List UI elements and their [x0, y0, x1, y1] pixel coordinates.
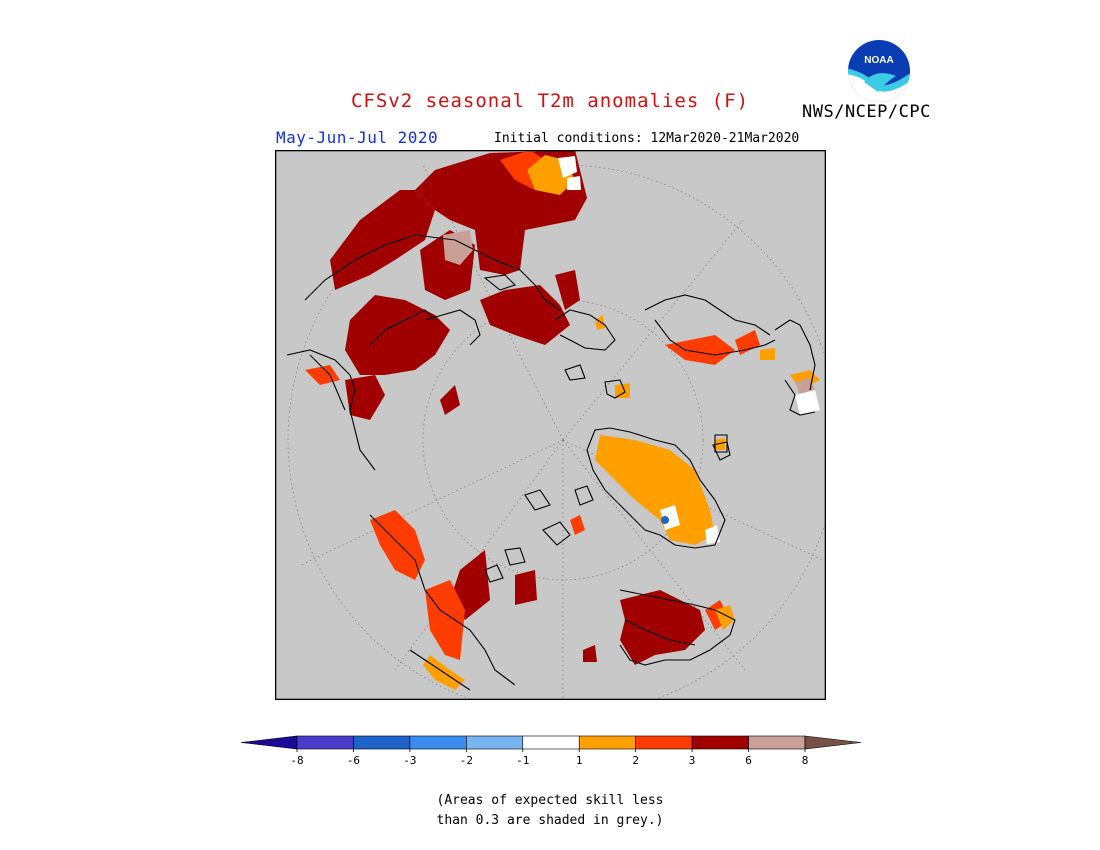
legend-cell-0: [240, 735, 298, 750]
legend-cell-5: [522, 735, 580, 750]
legend-tick-label: -8: [290, 754, 303, 767]
legend-tick-label: 6: [745, 754, 752, 767]
anomaly-blue-spot: [661, 516, 669, 524]
legend-cell-1: [296, 735, 354, 750]
legend-cell-6: [578, 735, 636, 750]
legend-color-cells: [240, 735, 862, 750]
legend-tick-label: -6: [347, 754, 360, 767]
legend-cell-4: [466, 735, 524, 750]
noaa-logo: NOAA: [848, 40, 910, 102]
legend-tick-label: 8: [802, 754, 809, 767]
anomaly-orange-areas: [423, 155, 820, 690]
map-title: CFSv2 seasonal T2m anomalies (F): [350, 90, 750, 112]
skill-footnote: (Areas of expected skill less than 0.3 a…: [0, 791, 1100, 831]
legend-tick-label: 2: [632, 754, 639, 767]
color-legend: -8 -6 -3 -2 -1 1 2 3 6 8: [240, 735, 862, 767]
agency-label: NWS/NCEP/CPC: [802, 102, 931, 122]
legend-cell-9: [748, 735, 806, 750]
legend-tick-label: -3: [403, 754, 416, 767]
footnote-line-1: (Areas of expected skill less: [436, 793, 664, 808]
season-label: May-Jun-Jul 2020: [276, 128, 439, 147]
map-frame: [275, 150, 826, 700]
coastlines: [286, 234, 816, 691]
anomaly-white-areas: [558, 156, 820, 544]
polar-map: [275, 150, 826, 700]
legend-cell-10: [804, 735, 862, 750]
legend-tick-label: -1: [516, 754, 529, 767]
anomaly-tan-areas: [443, 230, 815, 395]
initial-conditions-label: Initial conditions: 12Mar2020-21Mar2020: [494, 131, 800, 146]
legend-cell-3: [409, 735, 467, 750]
legend-tick-label: 3: [689, 754, 696, 767]
legend-tick-label: -2: [460, 754, 473, 767]
legend-ticks: -8 -6 -3 -2 -1 1 2 3 6 8: [290, 749, 808, 767]
footnote-line-2: than 0.3 are shaded in grey.): [436, 813, 664, 828]
svg-text:NOAA: NOAA: [864, 55, 893, 66]
legend-cell-2: [353, 735, 411, 750]
legend-tick-label: 1: [576, 754, 583, 767]
legend-cell-7: [635, 735, 693, 750]
legend-cell-8: [691, 735, 749, 750]
anomaly-dark-red-areas: [330, 150, 705, 665]
